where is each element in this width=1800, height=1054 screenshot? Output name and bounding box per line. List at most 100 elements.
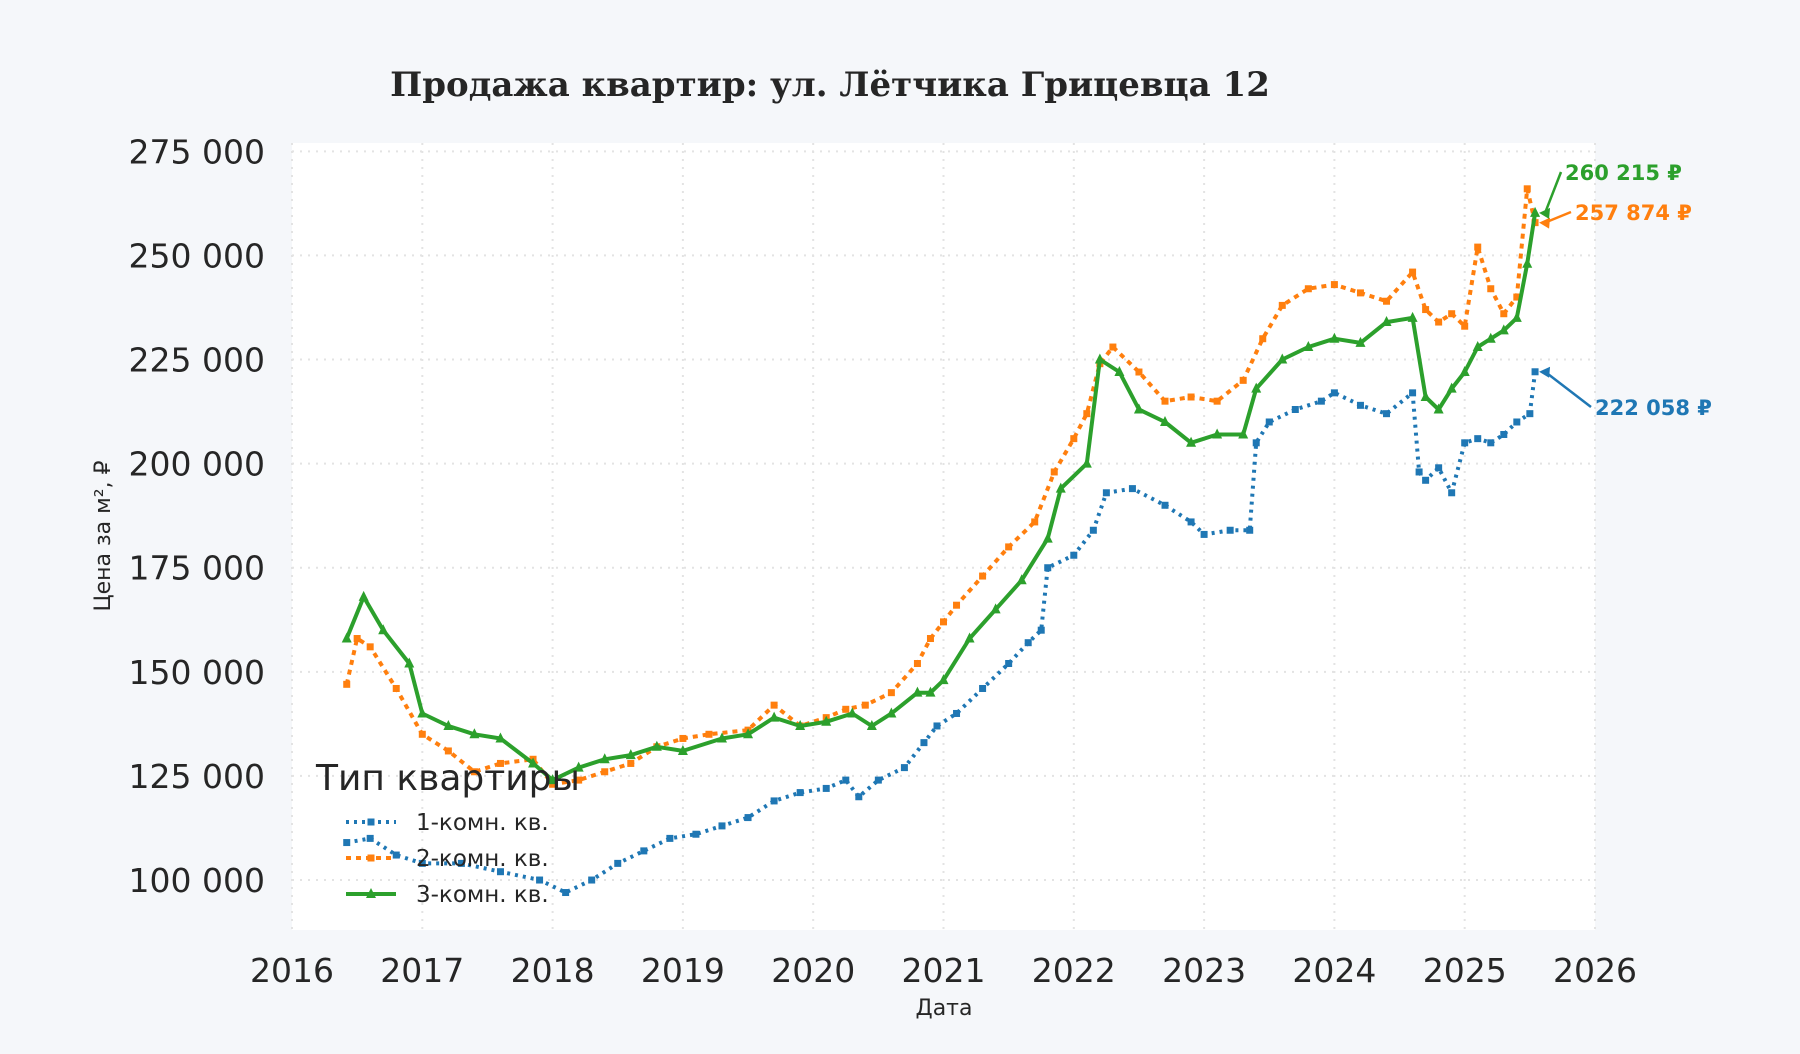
data-point [1356, 401, 1364, 409]
x-tick-label: 2018 [511, 951, 595, 990]
data-point [353, 635, 361, 643]
data-point [1005, 660, 1013, 668]
data-point [1278, 301, 1286, 309]
data-point [1409, 389, 1417, 397]
data-point [1187, 393, 1195, 401]
legend-label: 1-комн. кв. [416, 810, 549, 836]
data-point [1239, 376, 1247, 384]
y-tick-label: 250 000 [129, 236, 265, 275]
data-point [1487, 439, 1495, 447]
data-point [769, 711, 780, 722]
data-point [1089, 526, 1097, 534]
x-tick-label: 2016 [250, 951, 334, 990]
data-point [1055, 482, 1066, 493]
data-point [601, 768, 609, 776]
data-point [1407, 311, 1418, 322]
data-point [1303, 341, 1314, 352]
y-tick-label: 150 000 [129, 653, 265, 692]
data-point [1083, 410, 1091, 418]
data-point [392, 684, 400, 692]
data-point [1513, 293, 1521, 301]
data-point [1238, 428, 1249, 439]
end-label-arrowhead [1539, 366, 1551, 378]
data-point [651, 740, 662, 751]
data-point [575, 776, 583, 784]
data-point [343, 680, 351, 688]
data-point [1114, 366, 1125, 377]
data-point [1474, 435, 1482, 443]
data-point [926, 635, 934, 643]
data-point [614, 859, 622, 867]
data-point [378, 624, 389, 635]
x-tick-label: 2024 [1292, 951, 1376, 990]
data-point [1128, 485, 1136, 493]
data-point [392, 851, 400, 859]
data-point [1212, 428, 1223, 439]
x-tick-label: 2017 [380, 951, 464, 990]
data-point [1422, 306, 1430, 314]
data-point [418, 730, 426, 738]
x-tick-label: 2019 [641, 951, 725, 990]
data-point [444, 747, 452, 755]
legend: Тип квартиры 1-комн. кв. 2-комн. кв. 3-ком… [315, 758, 580, 908]
data-point [599, 753, 610, 764]
series-line [344, 212, 1538, 783]
data-point [1024, 639, 1032, 647]
data-point [1050, 468, 1058, 476]
series-3 [341, 206, 1541, 785]
data-point [866, 719, 877, 730]
data-point [677, 744, 688, 755]
legend-label: 3-комн. кв. [416, 882, 549, 908]
data-point [1251, 382, 1262, 393]
data-point [1446, 382, 1457, 393]
data-point [1200, 530, 1208, 538]
data-point [1265, 418, 1273, 426]
data-point [1381, 316, 1392, 327]
data-point [1383, 297, 1391, 305]
data-point [847, 707, 858, 718]
chart-title: Продажа квартир: ул. Лётчика Грицевца 12 [390, 65, 1270, 105]
data-point [1383, 410, 1391, 418]
y-tick-label: 200 000 [129, 445, 265, 484]
data-point [573, 761, 584, 772]
data-point [692, 830, 700, 838]
data-point [1277, 353, 1288, 364]
data-point [1500, 430, 1508, 438]
data-point [920, 739, 928, 747]
data-point [1186, 436, 1197, 447]
y-tick-label: 225 000 [129, 341, 265, 380]
y-tick-label: 275 000 [129, 132, 265, 171]
data-point [1102, 489, 1110, 497]
data-point [1472, 341, 1483, 352]
data-point [1070, 551, 1078, 559]
data-point [933, 722, 941, 730]
data-point [1329, 332, 1340, 343]
data-point [1356, 289, 1364, 297]
data-point [716, 732, 727, 743]
data-point [496, 759, 504, 767]
data-point [640, 847, 648, 855]
data-point [1213, 397, 1221, 405]
data-point [1409, 268, 1417, 276]
data-point [1252, 439, 1260, 447]
data-point [562, 889, 570, 897]
data-point [1498, 324, 1509, 335]
data-point [925, 686, 936, 697]
data-point [358, 590, 369, 601]
data-point [496, 868, 504, 876]
data-point [1070, 435, 1078, 443]
data-point [796, 789, 804, 797]
data-point [743, 728, 754, 739]
data-point [1291, 405, 1299, 413]
data-point [404, 657, 415, 668]
data-point [1005, 543, 1013, 551]
data-point [679, 734, 687, 742]
data-point [979, 572, 987, 580]
end-value-label: 257 874 ₽ [1575, 201, 1692, 225]
data-point [366, 834, 374, 842]
data-point [1187, 518, 1195, 526]
data-point [913, 660, 921, 668]
data-point [1226, 526, 1234, 534]
legend-label: 2-комн. кв. [416, 846, 549, 872]
